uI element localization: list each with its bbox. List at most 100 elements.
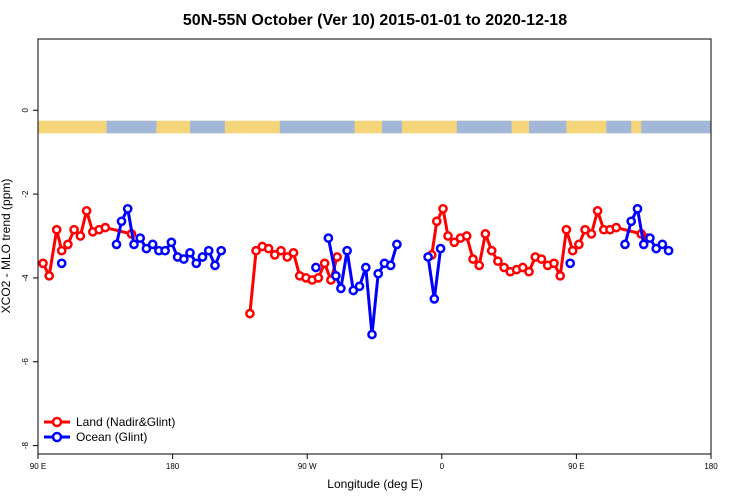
data-point: [313, 273, 324, 283]
data-point: [626, 216, 637, 227]
data-point: [367, 329, 377, 340]
legend-ocean-marker: [51, 431, 63, 443]
data-point: [129, 239, 139, 250]
data-point: [580, 224, 590, 235]
data-point: [100, 222, 111, 233]
x-axis-label: Longitude (deg E): [327, 477, 422, 491]
data-point: [44, 270, 55, 281]
ocean-band: [106, 120, 157, 134]
data-point: [493, 256, 503, 267]
ocean-band: [641, 120, 711, 134]
data-point: [135, 233, 146, 243]
x-tick-label: 90 E: [30, 462, 46, 471]
data-point: [75, 231, 86, 241]
ocean-band: [381, 120, 402, 134]
data-point: [210, 260, 220, 271]
data-point: [638, 239, 649, 250]
data-point: [561, 224, 572, 235]
data-point: [354, 281, 365, 292]
data-point: [147, 239, 158, 250]
data-point: [311, 262, 321, 273]
data-point: [342, 245, 352, 256]
data-point: [468, 254, 478, 264]
data-point: [645, 233, 655, 243]
y-axis: 0 -2 -4 -6 -8: [21, 107, 38, 449]
x-tick-label: 180: [166, 462, 180, 471]
x-tick-label: 90 W: [298, 462, 317, 471]
series-0: [38, 203, 653, 319]
series-1: [56, 203, 674, 340]
legend-ocean-label: Ocean (Glint): [76, 430, 147, 444]
data-point: [449, 237, 460, 248]
data-point: [611, 222, 622, 233]
data-point: [461, 231, 472, 241]
data-point: [438, 203, 448, 214]
data-point: [586, 229, 597, 239]
data-point: [269, 250, 280, 260]
data-point: [567, 245, 578, 256]
data-point: [486, 245, 497, 256]
data-point: [663, 245, 674, 256]
data-point: [392, 239, 402, 250]
data-point: [592, 206, 603, 216]
data-point: [429, 294, 440, 304]
data-point: [216, 245, 227, 256]
data-point: [517, 262, 528, 273]
y-tick-label: 0: [21, 107, 30, 112]
data-point: [38, 258, 48, 269]
x-tick-label: 0: [440, 462, 445, 471]
y-axis-label: XCO2 - MLO trend (ppm): [0, 179, 13, 314]
series-line: [430, 207, 649, 278]
data-point: [203, 245, 214, 256]
data-point: [435, 243, 446, 254]
x-axis: 90 E 180 90 W 0 90 E 180: [30, 454, 718, 471]
data-point: [160, 245, 170, 256]
data-point: [431, 216, 442, 227]
data-point: [360, 262, 371, 273]
data-point: [51, 224, 62, 235]
data-point: [524, 266, 534, 277]
x-tick-label: 90 E: [568, 462, 584, 471]
data-point: [348, 285, 359, 296]
data-point: [69, 224, 79, 235]
data-point: [373, 268, 384, 279]
ocean-band: [279, 120, 355, 134]
data-point: [141, 243, 152, 254]
ocean-band: [606, 120, 632, 134]
y-tick-label: -8: [21, 442, 30, 450]
data-point: [651, 243, 662, 254]
ocean-band: [529, 120, 567, 134]
series-layer: [38, 203, 674, 340]
data-point: [276, 245, 286, 256]
x-tick-label: 180: [704, 462, 718, 471]
data-point: [385, 260, 396, 271]
data-point: [620, 239, 630, 250]
data-point: [178, 254, 189, 264]
data-point: [251, 245, 261, 256]
data-point: [549, 258, 559, 269]
data-point: [331, 270, 341, 281]
data-point: [565, 258, 576, 269]
data-point: [81, 206, 92, 216]
data-point: [499, 262, 509, 273]
data-point: [197, 252, 208, 262]
data-point: [336, 283, 346, 294]
plot-frame: [37, 38, 712, 455]
data-point: [574, 239, 584, 250]
data-point: [332, 252, 342, 262]
data-point: [185, 247, 195, 258]
chart-title: 50N-55N October (Ver 10) 2015-01-01 to 2…: [183, 12, 567, 29]
ocean-band: [456, 120, 512, 134]
data-point: [166, 237, 177, 248]
data-point: [443, 231, 453, 241]
data-point: [555, 270, 566, 281]
data-point: [116, 216, 127, 227]
legend: Land (Nadir&Glint) Ocean (Glint): [44, 415, 175, 444]
data-point: [56, 245, 67, 256]
ocean-band: [190, 120, 225, 134]
data-point: [63, 239, 73, 250]
data-point: [288, 247, 299, 258]
data-point: [263, 243, 274, 254]
data-point: [245, 308, 255, 319]
